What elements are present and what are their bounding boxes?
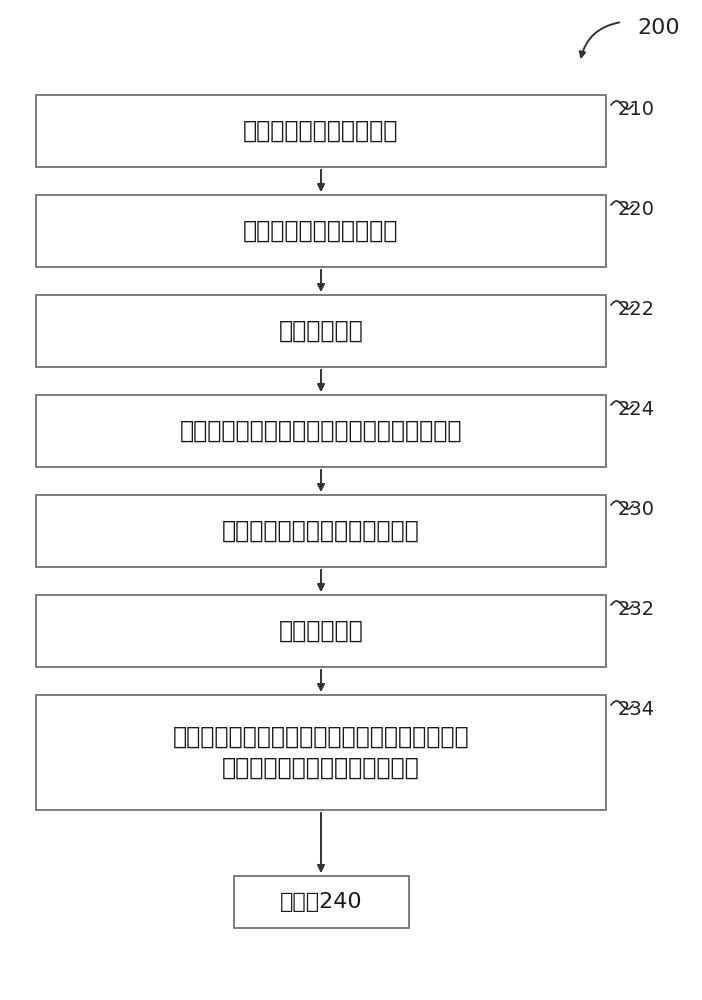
Text: 沉积第三膜层: 沉积第三膜层	[279, 619, 364, 643]
Text: 在第三膜层上沉积具有第二折射率的第四膜层，: 在第三膜层上沉积具有第二折射率的第四膜层，	[173, 725, 470, 749]
Text: 在第一膜层上沉积具有第一折射率的第二膜层: 在第一膜层上沉积具有第一折射率的第二膜层	[180, 419, 462, 443]
Bar	[36, 395, 606, 467]
Text: 222: 222	[618, 300, 655, 319]
Bar	[36, 595, 606, 667]
Bar	[36, 295, 606, 367]
Text: 200: 200	[637, 18, 680, 38]
Text: 220: 220	[618, 200, 655, 219]
Text: 沉积第一膜层: 沉积第一膜层	[279, 319, 364, 343]
Bar	[234, 876, 409, 928]
Text: 至步骤240: 至步骤240	[279, 892, 362, 912]
Text: 在基板上沉积第一膜堆叠: 在基板上沉积第一膜堆叠	[244, 219, 399, 243]
Text: 234: 234	[618, 700, 655, 719]
Text: 230: 230	[618, 500, 655, 519]
Text: 在第一膜堆叠上沉积第二膜堆叠: 在第一膜堆叠上沉积第二膜堆叠	[222, 519, 420, 543]
Bar	[36, 95, 606, 167]
Bar	[36, 695, 606, 810]
Text: 其中第二折射率大于第一折射率: 其中第二折射率大于第一折射率	[222, 756, 420, 780]
Text: 224: 224	[618, 400, 655, 419]
Text: 232: 232	[618, 600, 655, 619]
Text: 210: 210	[618, 100, 655, 119]
Bar	[36, 495, 606, 567]
Text: 将基板定位在处理腔室中: 将基板定位在处理腔室中	[244, 119, 399, 143]
Bar	[36, 195, 606, 267]
